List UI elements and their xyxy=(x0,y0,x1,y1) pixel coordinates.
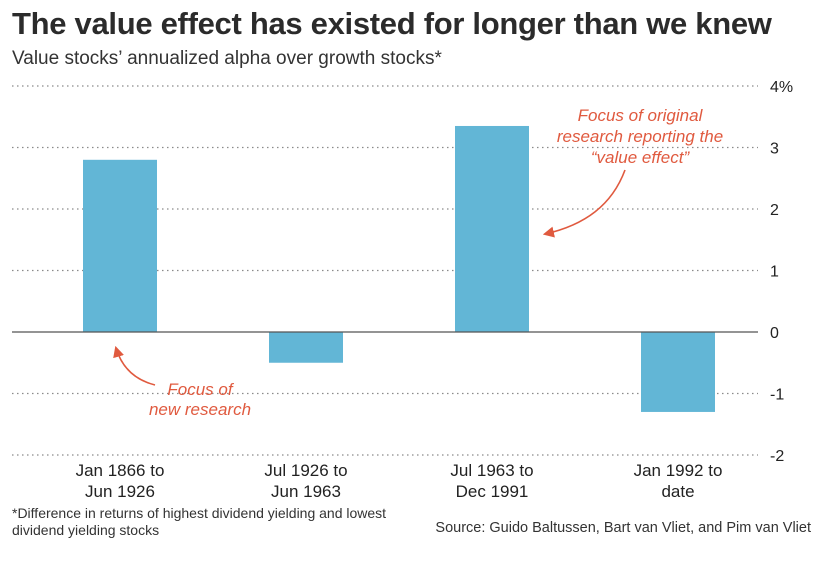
annotation-new-research-arrow xyxy=(113,345,156,386)
annotation-original-research-arrow xyxy=(542,169,626,238)
y-tick-label: 0 xyxy=(770,325,779,342)
x-category-label: Jul 1926 to xyxy=(264,461,347,480)
chart-title: The value effect has existed for longer … xyxy=(12,6,772,41)
annotation-original-research: Focus of original research reporting the… xyxy=(542,106,723,238)
x-category-label: Jan 1992 to xyxy=(634,461,723,480)
annotation-original-research-line-1: Focus of original xyxy=(578,106,704,125)
bar xyxy=(83,159,157,332)
bar xyxy=(641,332,715,412)
annotation-new-research: Focus of new research xyxy=(113,345,251,419)
y-tick-label: 4% xyxy=(770,79,793,96)
annotation-new-research-line-1: Focus of xyxy=(167,380,234,399)
x-category-label: Jul 1963 to xyxy=(450,461,533,480)
x-category-label: Dec 1991 xyxy=(456,482,529,501)
annotation-new-research-line-2: new research xyxy=(149,400,251,419)
annotation-original-research-line-2: research reporting the xyxy=(557,127,723,146)
y-tick-label: 2 xyxy=(770,202,779,219)
source-credit: Source: Guido Baltussen, Bart van Vliet,… xyxy=(435,520,811,536)
x-category-label: Jun 1963 xyxy=(271,482,341,501)
annotation-original-research-line-3: “value effect” xyxy=(591,148,691,167)
chart-subtitle: Value stocks’ annualized alpha over grow… xyxy=(12,48,442,69)
footnote: *Difference in returns of highest divide… xyxy=(12,505,387,538)
x-category-label: Jun 1926 xyxy=(85,482,155,501)
x-category-label: date xyxy=(661,482,694,501)
y-tick-label: 3 xyxy=(770,141,779,158)
bar xyxy=(455,125,529,332)
y-tick-label: 1 xyxy=(770,264,779,281)
x-category-label: Jan 1866 to xyxy=(76,461,165,480)
y-tick-label: -1 xyxy=(770,387,784,404)
bar xyxy=(269,332,343,363)
y-tick-label: -2 xyxy=(770,448,784,465)
